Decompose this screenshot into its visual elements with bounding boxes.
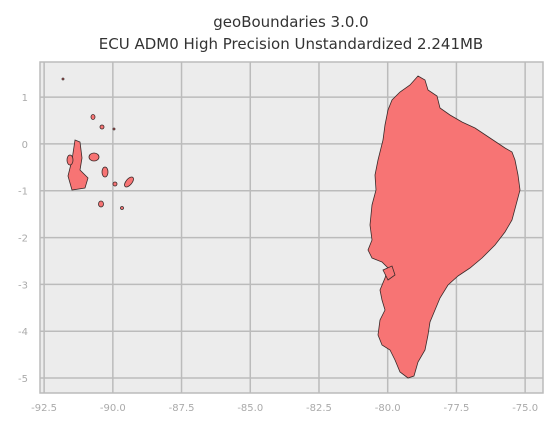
islet bbox=[112, 181, 118, 187]
floreana bbox=[98, 200, 104, 208]
x-tick-label: -85.0 bbox=[237, 403, 263, 414]
darwin bbox=[61, 77, 65, 81]
pinta bbox=[90, 114, 96, 120]
chart-title: geoBoundaries 3.0.0 bbox=[213, 13, 368, 31]
isabela bbox=[67, 139, 89, 191]
espanola bbox=[120, 206, 124, 210]
genovesa bbox=[112, 127, 116, 131]
san-cristobal bbox=[124, 176, 134, 188]
santa-cruz bbox=[88, 152, 100, 162]
y-tick-label: -2 bbox=[18, 234, 28, 245]
x-tick-label: -77.5 bbox=[443, 403, 469, 414]
y-tick-label: 0 bbox=[22, 140, 28, 151]
y-tick-label: -1 bbox=[18, 187, 28, 198]
x-tick-label: -92.5 bbox=[31, 403, 57, 414]
fernandina bbox=[66, 154, 74, 166]
y-tick-label: -3 bbox=[18, 280, 28, 291]
country-shape bbox=[61, 75, 521, 379]
x-tick-label: -87.5 bbox=[169, 403, 195, 414]
x-tick-label: -90.0 bbox=[100, 403, 126, 414]
mainland bbox=[367, 75, 521, 379]
marchena bbox=[99, 124, 105, 130]
x-tick-label: -82.5 bbox=[306, 403, 332, 414]
y-tick-label: 1 bbox=[22, 93, 28, 104]
santiago bbox=[101, 166, 109, 178]
x-tick-label: -80.0 bbox=[375, 403, 401, 414]
chart-subtitle: ECU ADM0 High Precision Unstandardized 2… bbox=[99, 35, 483, 53]
puna-island bbox=[382, 265, 396, 281]
x-tick-label: -75.0 bbox=[512, 403, 538, 414]
y-tick-label: -4 bbox=[18, 327, 28, 338]
y-tick-label: -5 bbox=[18, 374, 28, 385]
